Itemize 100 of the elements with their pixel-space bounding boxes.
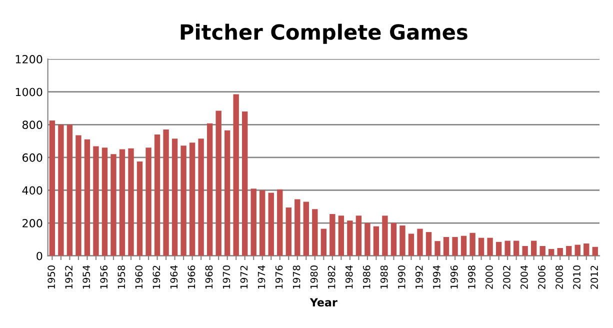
bar [180, 146, 186, 256]
bar [303, 202, 309, 256]
bar [154, 134, 160, 256]
x-tick-label: 1990 [398, 266, 406, 289]
bar [216, 110, 222, 256]
x-tick-label: 1992 [415, 266, 423, 289]
bar [470, 232, 476, 256]
x-tick-label: 1954 [82, 265, 90, 289]
bar [478, 238, 484, 256]
bar [102, 148, 108, 256]
x-tick-label: 1964 [170, 265, 178, 289]
bar [294, 199, 300, 256]
x-tick-label: 1980 [310, 266, 318, 289]
bar [260, 190, 266, 256]
y-tick-label: 1000 [16, 88, 42, 96]
x-tick-label: 1970 [222, 266, 230, 289]
bar [408, 234, 414, 256]
x-tick-label: 1956 [100, 265, 108, 289]
x-tick-label: 1958 [118, 266, 126, 289]
bar [347, 220, 353, 256]
x-tick-label: 1994 [432, 265, 440, 289]
x-tick-label: 1952 [65, 266, 73, 289]
bar [84, 139, 90, 256]
bar [584, 244, 590, 256]
x-tick-label: 2010 [573, 266, 580, 289]
bar [356, 216, 362, 256]
x-tick-label: 2012 [590, 266, 598, 289]
bar [452, 236, 458, 256]
y-tick-label: 0 [36, 252, 42, 260]
bar [496, 242, 502, 256]
bar [146, 148, 152, 256]
x-tick-label: 1988 [380, 266, 388, 289]
bar [93, 146, 99, 256]
bar [364, 223, 370, 256]
bar [548, 248, 554, 256]
x-tick-label: 1974 [258, 265, 266, 289]
y-tick-label: 800 [22, 120, 42, 130]
y-tick-label: 200 [22, 219, 42, 228]
chart-title: Pitcher Complete Games [180, 24, 468, 44]
bar [434, 241, 440, 256]
x-axis-title: Year [310, 298, 338, 307]
bar [557, 248, 563, 256]
bar [312, 209, 318, 256]
bar [320, 228, 327, 256]
x-tick-label: 2008 [556, 266, 563, 289]
bar [163, 130, 169, 256]
y-tick-label: 1200 [16, 55, 42, 64]
bar [426, 232, 432, 256]
x-tick-label: 1950 [48, 266, 56, 289]
bar [592, 246, 598, 256]
x-tick-label: 1984 [345, 265, 353, 289]
x-tick-label: 1978 [292, 266, 300, 289]
bar [540, 246, 546, 256]
bar [513, 240, 520, 256]
bar [330, 214, 336, 256]
bar [66, 124, 73, 256]
bar [233, 94, 239, 256]
y-tick-label: 600 [22, 153, 42, 162]
bar [504, 240, 510, 256]
bar [286, 207, 292, 256]
bar [443, 236, 450, 256]
x-tick-label: 1962 [152, 266, 160, 289]
x-tick-label: 1986 [362, 265, 370, 289]
bar [242, 112, 248, 256]
x-tick-label: 1966 [188, 265, 196, 289]
x-tick-label: 2006 [538, 265, 546, 289]
bar [119, 149, 126, 256]
bar [128, 148, 134, 256]
bar [224, 130, 230, 256]
bar [487, 238, 493, 256]
x-tick-label: 1982 [328, 266, 336, 289]
bar [382, 216, 388, 256]
bar [76, 135, 82, 256]
bar [460, 236, 467, 256]
bar [198, 138, 204, 256]
bar [566, 246, 572, 256]
bar [172, 138, 178, 256]
bar [58, 124, 64, 256]
bar [189, 142, 196, 256]
x-tick-label: 1976 [275, 265, 283, 289]
bar [268, 192, 274, 256]
x-tick-label: 1960 [135, 266, 143, 289]
bar [338, 216, 344, 256]
x-tick-label: 2002 [503, 266, 510, 289]
bar [206, 123, 213, 256]
bar [417, 228, 423, 256]
y-tick-label: 400 [22, 186, 42, 195]
x-tick-label: 1968 [205, 266, 213, 289]
x-tick-label: 2004 [520, 265, 528, 289]
bar [250, 188, 256, 256]
x-tick-label: 1998 [468, 266, 476, 289]
bar [400, 226, 406, 256]
bar [136, 162, 143, 256]
bar [574, 244, 580, 256]
x-tick-label: 1996 [450, 265, 458, 289]
bar [49, 120, 56, 256]
bar [530, 240, 537, 256]
bar [277, 189, 283, 256]
bar [390, 223, 397, 256]
x-tick-label: 2000 [486, 266, 493, 289]
